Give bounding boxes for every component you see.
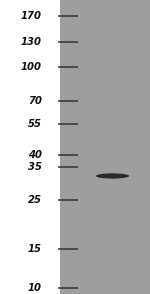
Text: 170: 170 [21, 11, 42, 21]
Text: 130: 130 [21, 36, 42, 46]
Text: 35: 35 [28, 162, 42, 172]
Text: 25: 25 [28, 195, 42, 205]
Text: 15: 15 [28, 244, 42, 254]
Bar [60, 0, 150, 294]
Text: 70: 70 [28, 96, 42, 106]
Ellipse shape [96, 173, 129, 179]
Text: 10: 10 [28, 283, 42, 293]
Text: 55: 55 [28, 119, 42, 129]
Text: 40: 40 [28, 150, 42, 160]
Text: 100: 100 [21, 62, 42, 72]
